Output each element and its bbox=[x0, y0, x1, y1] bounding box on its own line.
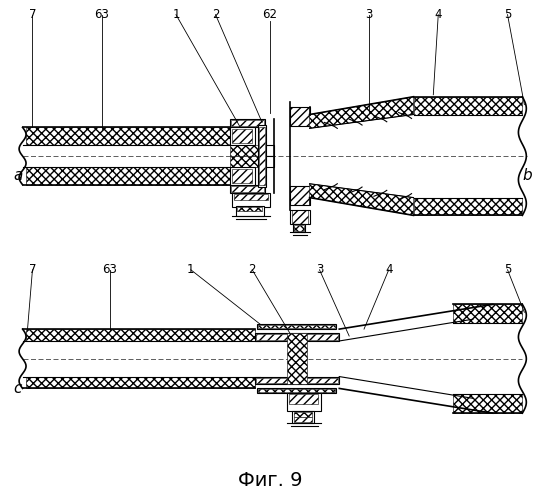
Bar bbox=[258, 125, 266, 187]
Bar bbox=[231, 185, 265, 193]
Bar bbox=[290, 211, 309, 224]
Bar bbox=[453, 394, 522, 413]
Bar bbox=[25, 377, 255, 388]
Bar bbox=[25, 329, 255, 341]
Text: 2: 2 bbox=[212, 8, 219, 21]
Bar bbox=[255, 333, 339, 341]
Bar bbox=[294, 412, 312, 417]
Bar bbox=[294, 417, 312, 422]
Bar bbox=[256, 334, 338, 340]
Bar bbox=[256, 378, 338, 384]
Text: b: b bbox=[523, 168, 532, 183]
Bar bbox=[232, 120, 264, 126]
Bar bbox=[238, 208, 262, 212]
Bar bbox=[294, 225, 303, 231]
Polygon shape bbox=[309, 184, 414, 216]
Bar bbox=[234, 194, 268, 200]
Bar bbox=[237, 207, 264, 217]
Text: 7: 7 bbox=[29, 263, 36, 276]
Bar bbox=[25, 127, 231, 145]
Text: 63: 63 bbox=[94, 8, 109, 21]
Text: 5: 5 bbox=[504, 8, 511, 21]
Bar bbox=[290, 107, 309, 126]
Bar bbox=[231, 145, 258, 156]
Bar bbox=[287, 333, 307, 385]
Bar bbox=[290, 186, 309, 206]
Bar bbox=[289, 394, 319, 404]
Bar bbox=[231, 167, 255, 185]
Bar bbox=[257, 324, 336, 329]
Bar bbox=[287, 393, 321, 411]
Bar bbox=[266, 145, 274, 156]
Bar bbox=[292, 411, 314, 423]
Bar bbox=[231, 119, 265, 127]
Text: 1: 1 bbox=[172, 8, 180, 21]
Text: 7: 7 bbox=[29, 8, 36, 21]
Bar bbox=[266, 156, 274, 167]
Text: 63: 63 bbox=[102, 263, 117, 276]
Text: 62: 62 bbox=[262, 8, 278, 21]
Text: 5: 5 bbox=[504, 263, 511, 276]
Bar bbox=[258, 325, 335, 328]
Text: a: a bbox=[13, 168, 22, 183]
Text: 1: 1 bbox=[187, 263, 194, 276]
Bar bbox=[255, 377, 339, 385]
Bar bbox=[231, 156, 258, 167]
Text: c: c bbox=[14, 381, 22, 396]
Bar bbox=[414, 198, 522, 216]
Polygon shape bbox=[309, 97, 414, 128]
Bar bbox=[290, 186, 309, 206]
Text: 4: 4 bbox=[385, 263, 393, 276]
Bar bbox=[25, 167, 231, 185]
Bar bbox=[231, 127, 255, 145]
Bar bbox=[414, 97, 522, 114]
Bar bbox=[232, 169, 252, 183]
Bar bbox=[292, 211, 308, 224]
Text: Фиг. 9: Фиг. 9 bbox=[238, 471, 302, 490]
Text: 3: 3 bbox=[316, 263, 323, 276]
Bar bbox=[293, 224, 305, 232]
Bar bbox=[453, 304, 522, 323]
Text: 2: 2 bbox=[248, 263, 256, 276]
Bar bbox=[257, 388, 336, 393]
Bar bbox=[232, 129, 252, 143]
Bar bbox=[290, 107, 309, 126]
Text: 4: 4 bbox=[435, 8, 442, 21]
Text: 3: 3 bbox=[365, 8, 373, 21]
Bar bbox=[232, 193, 270, 208]
Bar bbox=[259, 127, 265, 185]
Bar bbox=[258, 389, 335, 392]
Bar bbox=[232, 186, 264, 192]
